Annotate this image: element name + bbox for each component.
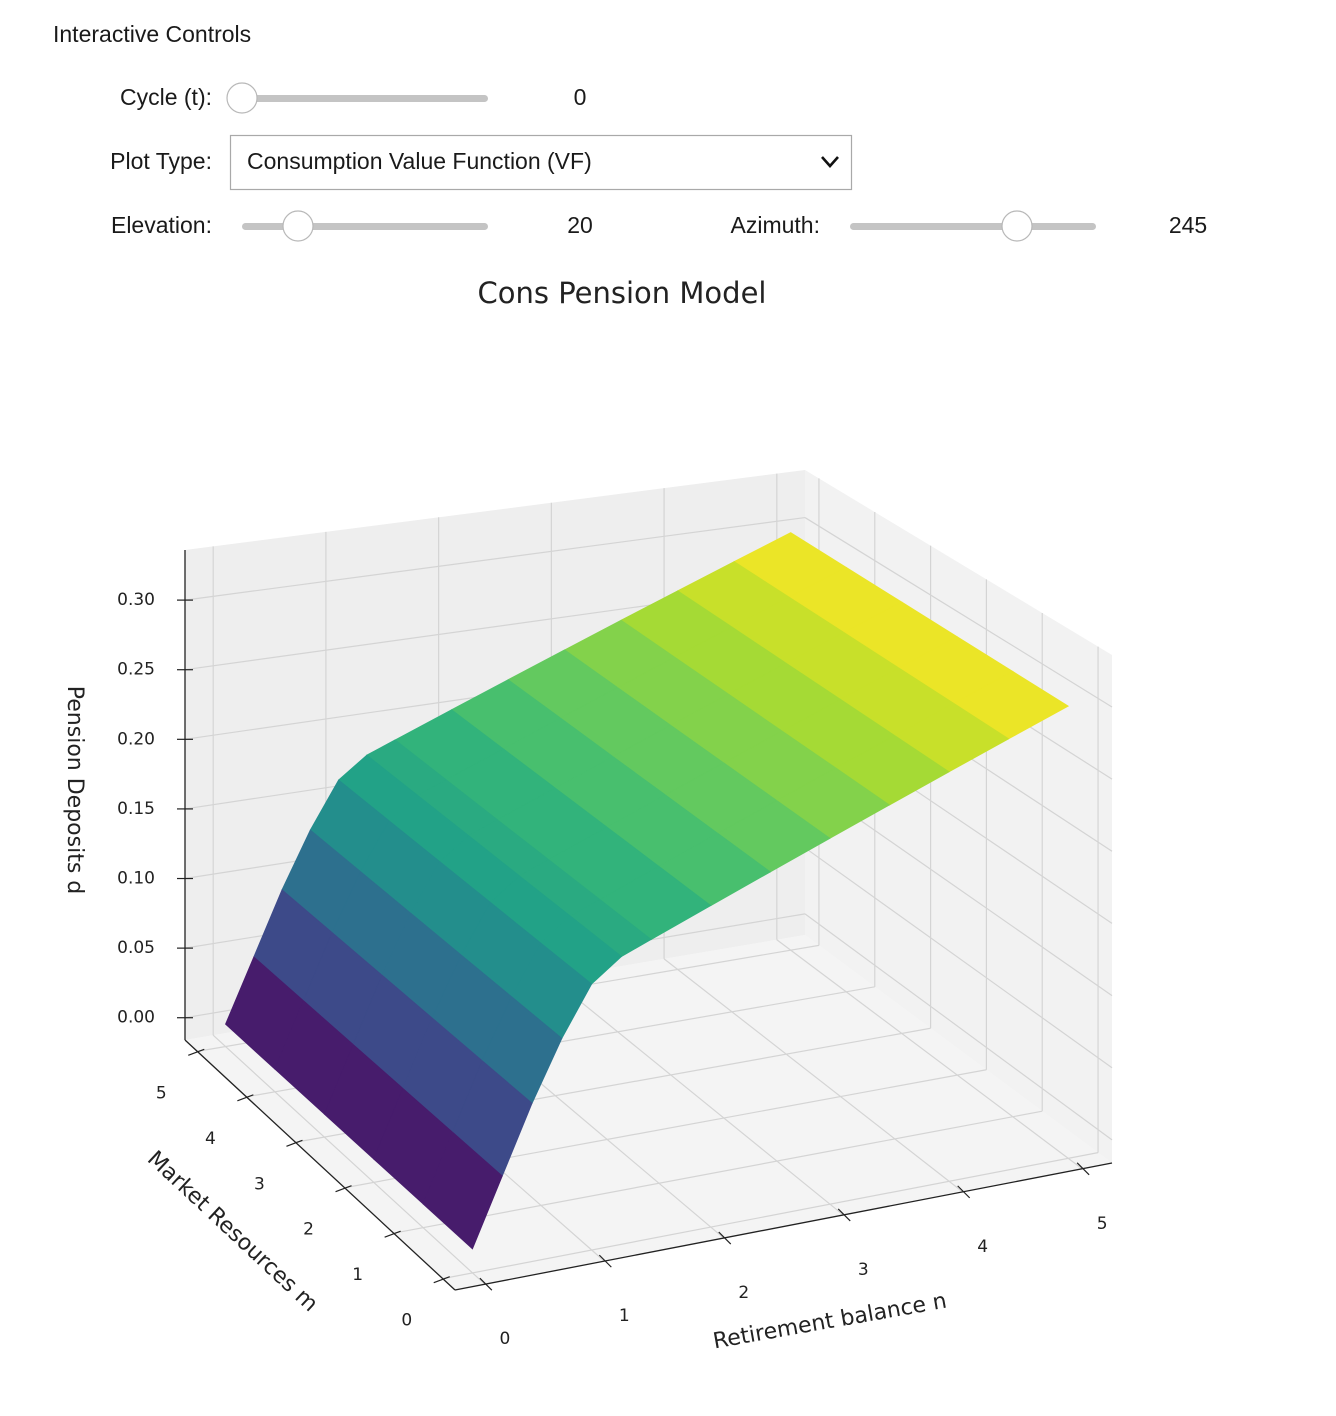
- grid-line: [804, 847, 1113, 1069]
- tick-mark: [384, 1230, 401, 1238]
- slider-track: [850, 223, 1096, 230]
- dropdown-box[interactable]: [229, 134, 853, 191]
- z-axis-label: Pension Deposits d: [62, 686, 87, 894]
- axis-line: [454, 1162, 1113, 1291]
- grid-line: [804, 517, 1113, 708]
- tick-mark: [837, 1208, 851, 1222]
- grid-line: [184, 516, 806, 601]
- y-tick-label: 4: [205, 1129, 216, 1149]
- tick-mark: [237, 1094, 254, 1102]
- x-tick-label: 2: [738, 1283, 749, 1303]
- grid-line: [663, 958, 964, 1193]
- cycle-slider[interactable]: [226, 82, 488, 114]
- y-tick-label: 0: [401, 1311, 412, 1331]
- x-tick-label: 1: [619, 1306, 630, 1326]
- elevation-value: 20: [567, 212, 593, 238]
- y-axis-label: Market Resources m: [142, 1146, 322, 1317]
- slider-thumb[interactable]: [282, 210, 314, 242]
- z-tick-label: 0.00: [117, 1008, 155, 1028]
- chart-title: Cons Pension Model: [478, 276, 767, 310]
- x-tick-label: 3: [858, 1260, 869, 1280]
- tick-mark: [286, 1139, 303, 1147]
- slider-track: [242, 95, 488, 102]
- azimuth-label: Azimuth:: [731, 212, 820, 238]
- tick-mark: [188, 1048, 205, 1056]
- plot-type-label: Plot Type:: [110, 148, 212, 174]
- y-tick-label: 3: [254, 1174, 265, 1194]
- azimuth-value: 245: [1169, 212, 1207, 238]
- z-tick-label: 0.20: [117, 729, 155, 749]
- y-tick-label: 5: [156, 1083, 167, 1103]
- grid-line: [550, 977, 844, 1216]
- tick-mark: [433, 1276, 450, 1284]
- x-tick-label: 0: [499, 1329, 510, 1349]
- surface-cell: [422, 1131, 503, 1250]
- plot-type-dropdown[interactable]: Consumption Value Function (VF): [229, 134, 853, 191]
- y-tick-label: 2: [303, 1220, 314, 1240]
- surface-chart: 0 1 2 3 4 5 0 1 2 3 4 5 0.00 0.05 0.10 0.15 0.20 0.25 0.30: [117, 470, 1113, 1349]
- tick-mark: [957, 1185, 971, 1199]
- elevation-label: Elevation:: [111, 212, 212, 238]
- azimuth-slider[interactable]: [850, 210, 1096, 242]
- grid-line: [804, 913, 1113, 1141]
- z-tick-label: 0.10: [117, 869, 155, 889]
- tick-mark: [598, 1254, 612, 1268]
- z-tick-label: 0.25: [117, 660, 155, 680]
- grid-line: [776, 939, 1083, 1170]
- elevation-slider[interactable]: [242, 210, 488, 242]
- grid-line: [442, 1152, 1099, 1280]
- x-tick-label: 4: [977, 1237, 988, 1257]
- z-tick-label: 0.15: [117, 799, 155, 819]
- slider-thumb[interactable]: [1001, 210, 1033, 242]
- tick-mark: [479, 1277, 493, 1291]
- slider-thumb[interactable]: [226, 82, 258, 114]
- controls-title: Interactive Controls: [53, 21, 251, 47]
- tick-mark: [335, 1185, 352, 1193]
- axis-line: [184, 1039, 456, 1291]
- cycle-value: 0: [574, 84, 587, 110]
- x-tick-label: 5: [1097, 1214, 1108, 1234]
- z-tick-label: 0.30: [117, 590, 155, 610]
- dropdown-selected: Consumption Value Function (VF): [247, 148, 592, 174]
- grid-line: [212, 1034, 486, 1285]
- grid-line: [393, 1110, 1043, 1234]
- cycle-label: Cycle (t):: [120, 84, 212, 110]
- dropdown-arrow: [821, 156, 839, 168]
- y-tick-label: 1: [352, 1265, 363, 1285]
- slider-track: [242, 223, 488, 230]
- tick-mark: [1076, 1162, 1090, 1176]
- tick-mark: [718, 1231, 732, 1245]
- z-tick-label: 0.05: [117, 938, 155, 958]
